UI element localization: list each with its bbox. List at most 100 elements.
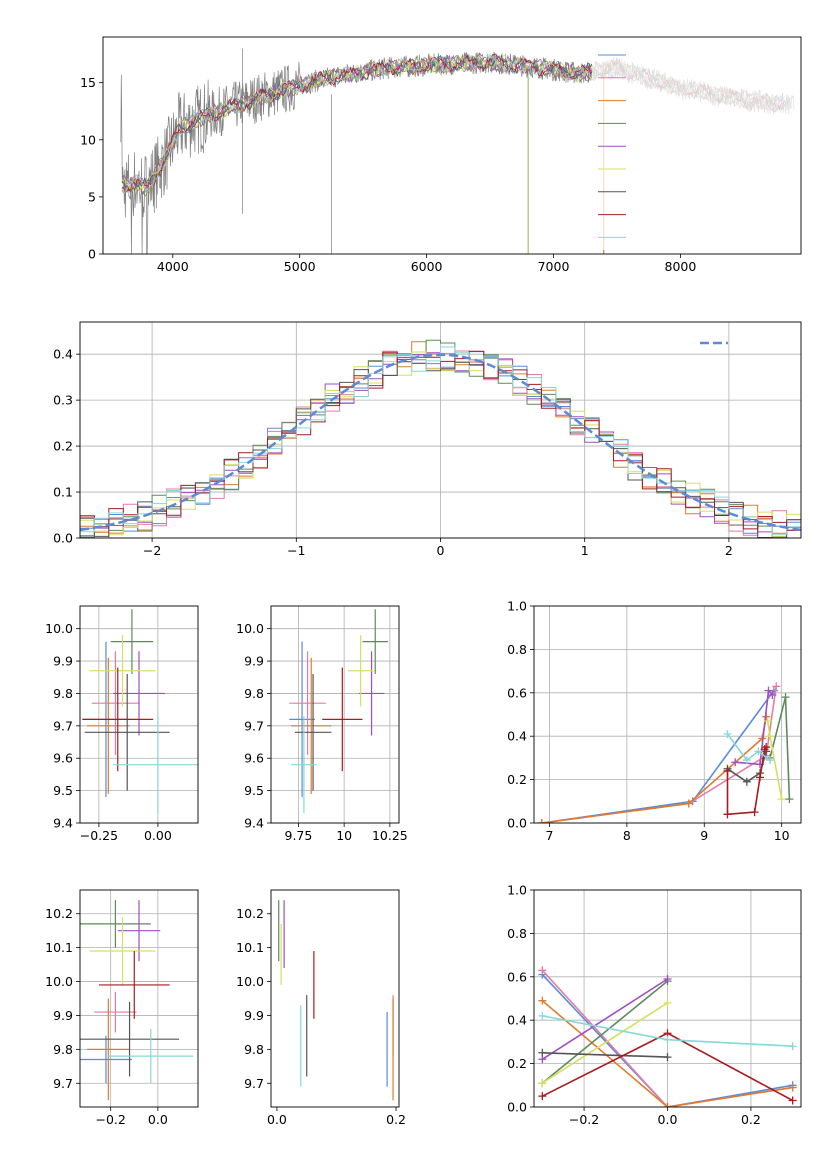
y-tick-label: 9.7 bbox=[53, 1076, 73, 1091]
errorbar-point bbox=[358, 651, 385, 736]
y-tick-label: 9.8 bbox=[53, 686, 73, 701]
x-tick-label: 0.0 bbox=[267, 1112, 287, 1127]
plot-area bbox=[80, 900, 194, 1101]
panel-age-vs-mass: 9.75 10 10.25 9.4 9.5 9.6 9.7 9.8 9.9 10.0 bbox=[236, 605, 408, 843]
errorbar-point bbox=[289, 641, 315, 798]
errorbar-point bbox=[84, 674, 170, 791]
y-tick-label: 9.8 bbox=[244, 686, 264, 701]
weight-marker bbox=[538, 1092, 547, 1101]
errorbar-point bbox=[294, 674, 332, 791]
x-tick-label: 8000 bbox=[665, 259, 697, 274]
residual-histogram bbox=[80, 346, 801, 538]
y-tick-label: 0.0 bbox=[507, 816, 527, 831]
panel-mass-vs-z: −0.2 0.0 9.7 9.8 9.9 10.0 10.1 10.2 bbox=[45, 889, 199, 1127]
y-tick-label: 0.6 bbox=[507, 685, 527, 700]
x-tick-label: 0 bbox=[437, 543, 445, 558]
weight-marker bbox=[663, 1053, 672, 1062]
x-tick-label: 0.0 bbox=[148, 1112, 168, 1127]
errorbar-point bbox=[108, 1029, 194, 1084]
plot-area bbox=[289, 609, 389, 814]
weight-marker bbox=[762, 743, 771, 752]
weight-marker bbox=[768, 690, 777, 699]
weight-marker bbox=[742, 756, 751, 765]
weight-marker bbox=[788, 1042, 797, 1051]
y-tick-label: 9.9 bbox=[53, 1008, 73, 1023]
y-tick-label: 9.9 bbox=[244, 1008, 264, 1023]
errorbar-point bbox=[113, 651, 165, 736]
weight-marker bbox=[663, 998, 672, 1007]
weight-marker bbox=[538, 996, 547, 1005]
weight-series-line bbox=[541, 974, 793, 1107]
grid-lines bbox=[534, 605, 801, 824]
weight-marker bbox=[663, 1035, 672, 1044]
weight-marker bbox=[663, 974, 672, 983]
errorbar-point bbox=[87, 998, 130, 1101]
errorbar-point bbox=[322, 667, 363, 772]
weight-series-line bbox=[541, 980, 669, 1084]
y-tick-label: 9.7 bbox=[244, 718, 264, 733]
gaussian-reference-curve bbox=[80, 353, 801, 532]
weight-marker bbox=[772, 682, 781, 691]
errorbar-point bbox=[362, 609, 389, 675]
y-tick-label: 9.5 bbox=[53, 783, 73, 798]
x-tick-label: 0.00 bbox=[144, 828, 172, 843]
weight-marker bbox=[723, 810, 732, 819]
y-tick-label: 0 bbox=[88, 247, 96, 262]
plot-area bbox=[537, 682, 794, 823]
x-tick-label: −1 bbox=[287, 543, 305, 558]
x-tick-label: 9 bbox=[700, 828, 708, 843]
weight-marker bbox=[538, 1079, 547, 1088]
weight-series-line bbox=[541, 690, 775, 823]
errorbar-point bbox=[347, 635, 374, 707]
y-tick-label: 10.2 bbox=[236, 906, 264, 921]
y-tick-label: 0.4 bbox=[507, 729, 527, 744]
y-tick-label: 15 bbox=[80, 75, 96, 90]
y-tick-label: 10.0 bbox=[236, 974, 264, 989]
errorbar-point bbox=[80, 1035, 132, 1084]
y-tick-label: 9.9 bbox=[244, 654, 264, 669]
axes-frame bbox=[79, 889, 199, 1108]
x-tick-label: 2 bbox=[725, 543, 733, 558]
y-tick-label: 10.0 bbox=[236, 621, 264, 636]
x-tick-label: 0.2 bbox=[741, 1112, 761, 1127]
errorbar-point bbox=[87, 657, 130, 794]
plot-area bbox=[82, 609, 198, 814]
axes-frame bbox=[533, 605, 802, 824]
x-tick-label: 10 bbox=[336, 828, 352, 843]
weight-series-line bbox=[541, 1000, 793, 1107]
panel-spectrum: 4000 5000 6000 7000 8000 0 5 10 15 bbox=[80, 36, 802, 274]
y-tick-label: 0.8 bbox=[507, 926, 527, 941]
weight-marker bbox=[755, 773, 764, 782]
weight-series-line bbox=[735, 688, 773, 766]
weight-marker bbox=[742, 777, 751, 786]
x-tick-label: 10.25 bbox=[372, 828, 408, 843]
y-tick-label: 9.6 bbox=[244, 751, 264, 766]
errorbar-point bbox=[110, 609, 154, 675]
y-tick-label: 10.1 bbox=[236, 940, 264, 955]
weight-series-line bbox=[541, 978, 668, 1060]
y-tick-label: 0.1 bbox=[53, 485, 73, 500]
weight-series-line bbox=[541, 1002, 668, 1084]
panel-age-vs-z: −0.25 0.00 9.4 9.5 9.6 9.7 9.8 9.9 10.0 bbox=[45, 605, 199, 843]
x-tick-label: 4000 bbox=[157, 259, 189, 274]
y-tick-label: 0.0 bbox=[507, 1100, 527, 1115]
x-tick-label: −2 bbox=[143, 543, 161, 558]
tick-group: −0.25 0.00 9.4 9.5 9.6 9.7 9.8 9.9 10.0 bbox=[45, 621, 172, 843]
x-tick-label: 7 bbox=[546, 828, 554, 843]
tick-group: 9.75 10 10.25 9.4 9.5 9.6 9.7 9.8 9.9 10.0 bbox=[236, 621, 408, 843]
panel-mass-vs-ebv: 0.0 0.2 9.7 9.8 9.9 10.0 10.1 10.2 bbox=[236, 889, 406, 1127]
legend bbox=[592, 42, 796, 250]
y-tick-label: 0.0 bbox=[53, 531, 73, 546]
errorbar-point bbox=[89, 917, 156, 985]
weight-marker bbox=[764, 686, 773, 695]
weight-marker bbox=[750, 808, 759, 817]
axes-frame bbox=[533, 889, 802, 1108]
weight-marker bbox=[731, 758, 740, 767]
weight-marker bbox=[537, 819, 546, 823]
y-tick-label: 0.2 bbox=[507, 1056, 527, 1071]
weight-marker bbox=[781, 693, 790, 702]
weight-series-line bbox=[726, 733, 771, 762]
weight-marker bbox=[788, 1083, 797, 1092]
x-tick-label: 1 bbox=[581, 543, 589, 558]
x-tick-label: 9.75 bbox=[285, 828, 313, 843]
